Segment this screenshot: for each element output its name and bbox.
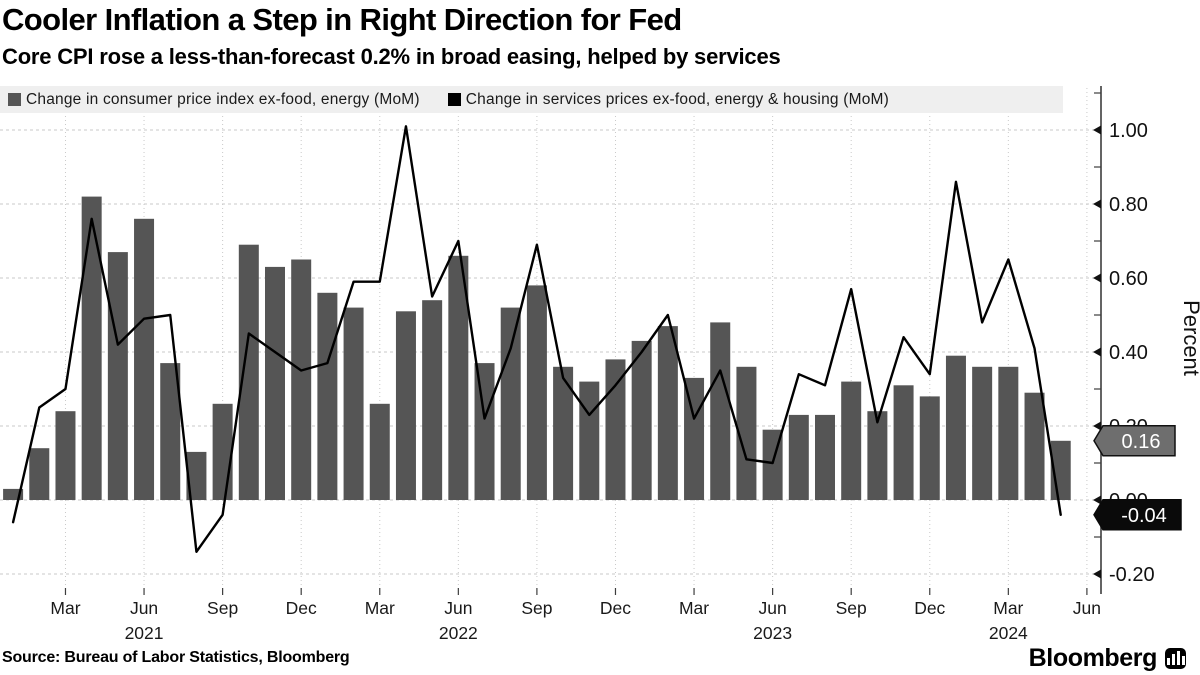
bar-chart-icon: [1165, 648, 1186, 669]
bar-Mar-2022: [369, 403, 390, 500]
bar-Apr-2024: [1024, 392, 1045, 500]
x-tick-label: Jun: [1073, 598, 1101, 618]
bar-Jan-2021: [3, 488, 24, 500]
y-tick-label: -0.20: [1109, 564, 1155, 586]
bar-Dec-2021: [291, 259, 312, 500]
bar-Jun-2021: [134, 218, 155, 501]
y-axis-title: Percent: [1179, 300, 1200, 376]
bar-Dec-2022: [605, 359, 626, 500]
bar-Jul-2023: [788, 414, 809, 500]
services-line: [11, 125, 1062, 553]
legend-swatch-services: [447, 93, 461, 106]
chart-legend: Change in consumer price index ex-food, …: [0, 86, 1063, 113]
x-tick-label: Dec: [286, 598, 317, 618]
x-tick-label: Mar: [679, 598, 709, 618]
x-tick-label: Jun: [444, 598, 472, 618]
bar-Aug-2023: [815, 414, 835, 500]
bar-Feb-2023: [657, 326, 678, 500]
bar-May-2021: [107, 252, 128, 500]
bloomberg-wordmark: Bloomberg: [1028, 644, 1158, 672]
legend-swatch-core-cpi: [8, 93, 21, 106]
bar-Sep-2023: [841, 381, 862, 500]
bar-Oct-2022: [553, 366, 574, 500]
page-subtitle: Core CPI rose a less-than-forecast 0.2% …: [2, 44, 781, 69]
x-tick-label: Mar: [993, 598, 1023, 618]
x-tick-label: Jun: [130, 598, 158, 618]
x-year-label: 2024: [989, 623, 1028, 643]
y-major-tick: [1093, 347, 1101, 357]
bar-Mar-2023: [684, 377, 705, 500]
page-title: Cooler Inflation a Step in Right Directi…: [2, 2, 682, 37]
x-tick-label: Dec: [600, 598, 631, 618]
x-tick-label: Mar: [50, 598, 80, 618]
bar-Feb-2024: [972, 366, 993, 500]
x-tick-label: Sep: [521, 598, 552, 618]
x-tick-label: Mar: [365, 598, 395, 618]
bar-Nov-2021: [265, 266, 285, 500]
y-tick-label: 0.60: [1109, 268, 1148, 290]
bar-Jun-2022: [448, 255, 469, 500]
x-tick-label: Sep: [207, 598, 238, 618]
source-attribution: Source: Bureau of Labor Statistics, Bloo…: [2, 649, 350, 666]
end-value-badge-label: 0.16: [1122, 431, 1161, 453]
end-value-badge-label: -0.04: [1121, 505, 1167, 527]
bar-Nov-2023: [893, 385, 914, 500]
x-tick-label: Dec: [914, 598, 945, 618]
bar-Feb-2021: [29, 448, 50, 500]
bar-Apr-2021: [81, 196, 102, 500]
bar-Aug-2021: [186, 451, 207, 500]
bar-Sep-2021: [212, 403, 233, 500]
bloomberg-logo: Bloomberg: [1029, 644, 1186, 673]
y-major-tick: [1093, 199, 1101, 209]
y-major-tick: [1093, 569, 1101, 579]
bar-Jan-2023: [631, 340, 652, 500]
bar-Dec-2023: [919, 396, 940, 500]
x-year-label: 2021: [125, 623, 164, 643]
legend-label-core-cpi: Change in consumer price index ex-food, …: [26, 90, 420, 108]
x-tick-label: Sep: [836, 598, 867, 618]
bar-May-2023: [736, 366, 757, 500]
bar-Nov-2022: [579, 381, 600, 500]
y-tick-label: 1.00: [1109, 120, 1148, 142]
legend-label-services: Change in services prices ex-food, energ…: [465, 90, 889, 108]
bar-Oct-2021: [238, 244, 259, 500]
bar-Sep-2022: [526, 285, 547, 500]
bar-Aug-2022: [500, 307, 521, 500]
y-major-tick: [1093, 421, 1101, 431]
end-value-badge: [1093, 499, 1182, 531]
bar-Jul-2022: [474, 363, 495, 500]
bar-Jan-2024: [945, 355, 966, 500]
x-year-label: 2023: [753, 623, 792, 643]
y-major-tick: [1093, 495, 1101, 505]
legend-item-services: Change in services prices ex-food, energ…: [447, 90, 889, 109]
y-tick-label: 0.80: [1109, 194, 1148, 216]
bar-May-2022: [422, 300, 443, 500]
bar-Feb-2022: [343, 307, 364, 500]
bar-Apr-2022: [395, 311, 416, 500]
y-tick-label: 0.40: [1109, 342, 1148, 364]
x-year-label: 2022: [439, 623, 478, 643]
bar-Jan-2022: [317, 292, 338, 500]
bar-Mar-2021: [55, 411, 76, 500]
bar-Oct-2023: [867, 411, 888, 500]
x-tick-label: Jun: [759, 598, 787, 618]
end-value-badge: [1093, 425, 1176, 457]
bar-Mar-2024: [998, 366, 1019, 500]
legend-item-core-cpi: Change in consumer price index ex-food, …: [8, 91, 420, 109]
y-major-tick: [1093, 273, 1101, 283]
bar-Jul-2021: [160, 363, 181, 500]
bar-Apr-2023: [710, 322, 731, 500]
y-major-tick: [1093, 125, 1101, 135]
